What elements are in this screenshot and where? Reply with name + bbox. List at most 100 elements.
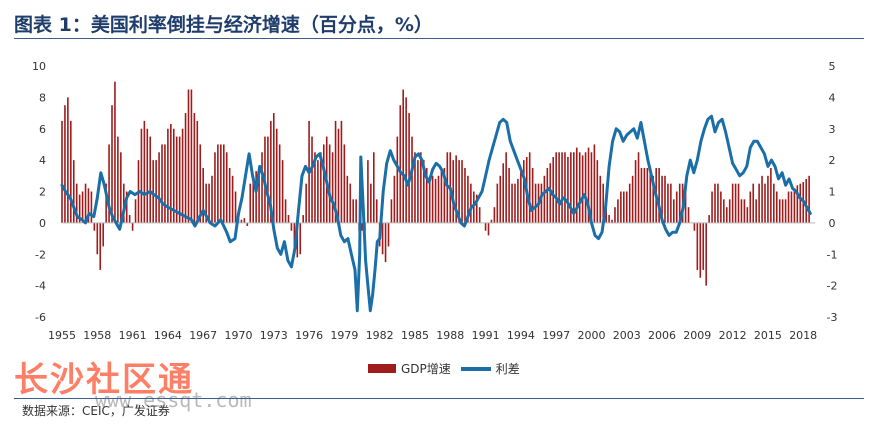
gdp-bar (125, 191, 128, 223)
gdp-bar (243, 218, 246, 223)
gdp-bar (352, 199, 354, 223)
x-tick-label: 1991 (472, 329, 500, 342)
x-tick-label: 1970 (225, 329, 253, 342)
gdp-bar (311, 136, 313, 223)
gdp-bar (199, 144, 202, 223)
x-tick-label: 1964 (154, 329, 182, 342)
gdp-bar (581, 155, 584, 223)
gdp-bar (684, 191, 687, 223)
gdp-bar (337, 128, 340, 223)
x-tick-label: 1979 (330, 329, 358, 342)
gdp-bar (555, 152, 557, 223)
gdp-bar (181, 128, 184, 223)
gdp-bar (178, 136, 181, 223)
gdp-bar (428, 175, 431, 223)
x-tick-label: 2012 (719, 329, 747, 342)
gdp-bar (128, 215, 131, 223)
right-tick-label: 0 (829, 217, 836, 230)
gdp-bar (661, 175, 663, 223)
gdp-bar (799, 183, 802, 223)
gdp-bar (70, 120, 72, 223)
gdp-bar (614, 207, 616, 223)
gdp-bar (514, 183, 516, 223)
x-tick-label: 1961 (119, 329, 147, 342)
gdp-bar (731, 183, 734, 223)
gdp-bar (231, 175, 234, 223)
gdp-bar (93, 222, 96, 231)
x-tick-label: 2009 (683, 329, 711, 342)
gdp-bar (623, 191, 625, 223)
gdp-bar (114, 81, 116, 223)
gdp-bar (284, 199, 287, 223)
gdp-bar (646, 167, 649, 223)
gdp-bar (246, 222, 249, 227)
gdp-bar (787, 191, 790, 223)
gdp-bar (143, 120, 146, 223)
x-tick-label: 1967 (189, 329, 217, 342)
gdp-bar (478, 207, 481, 223)
gdp-bar (431, 175, 434, 223)
gdp-bar (314, 152, 316, 223)
gdp-bar (520, 167, 522, 223)
gdp-bar (605, 207, 607, 223)
spread-line-group (60, 114, 812, 313)
gdp-bar (72, 160, 75, 223)
gdp-bar (349, 183, 352, 223)
gdp-bar (405, 97, 407, 223)
gdp-bar (96, 222, 99, 255)
x-tick-label: 1958 (83, 329, 111, 342)
gdp-bar (111, 105, 113, 223)
gdp-bar (611, 219, 613, 223)
right-tick-label: -3 (827, 311, 838, 324)
gdp-bar (702, 222, 705, 270)
gdp-bar (631, 175, 634, 223)
x-tick-label: 1955 (48, 329, 76, 342)
gdp-bar (455, 155, 457, 223)
x-axis-ticks: 1955 1958 1961 1964 1967 1970 1973 1976 1979 1982… (48, 329, 817, 342)
gdp-bar (781, 199, 784, 223)
left-tick-label: 2 (39, 186, 46, 199)
x-tick-label: 1988 (436, 329, 464, 342)
gdp-bar (505, 152, 507, 223)
gdp-bar (258, 175, 260, 223)
gdp-bar (578, 152, 581, 223)
gdp-bar (490, 219, 493, 223)
gdp-bar (796, 185, 799, 223)
gdp-bar (508, 167, 510, 223)
gdp-bar (208, 183, 210, 223)
gdp-bar (149, 136, 152, 223)
gdp-bar (596, 160, 599, 223)
gdp-bar (184, 113, 187, 223)
gdp-bar (749, 191, 752, 223)
gdp-bar (155, 160, 157, 223)
gdp-bar (222, 144, 225, 223)
gdp-bar (761, 175, 763, 223)
gdp-bar (437, 175, 440, 223)
gdp-bar (670, 183, 672, 223)
legend-label-spread: 利差 (495, 362, 520, 376)
gdp-bar (717, 183, 719, 223)
gdp-bar (249, 183, 252, 223)
gdp-bar (558, 152, 560, 223)
gdp-bar (393, 175, 396, 223)
gdp-bar (693, 222, 696, 231)
gdp-bar (275, 128, 278, 223)
gdp-bar (425, 167, 428, 223)
gdp-bar (64, 105, 66, 223)
gdp-bar (487, 222, 490, 236)
gdp-bar (755, 199, 757, 223)
gdp-bar (322, 144, 325, 223)
gdp-bar (617, 199, 619, 223)
x-tick-label: 2006 (648, 329, 676, 342)
gdp-bar (746, 207, 749, 223)
x-tick-label: 1997 (542, 329, 570, 342)
gdp-bar (652, 175, 655, 223)
left-tick-label: 10 (32, 60, 46, 73)
gdp-bar (602, 183, 605, 223)
right-tick-label: -2 (827, 280, 838, 293)
gdp-bar (443, 167, 446, 223)
gdp-bar (696, 222, 699, 270)
gdp-bar (146, 128, 149, 223)
gdp-bar (205, 183, 207, 223)
gdp-bar (117, 136, 119, 223)
